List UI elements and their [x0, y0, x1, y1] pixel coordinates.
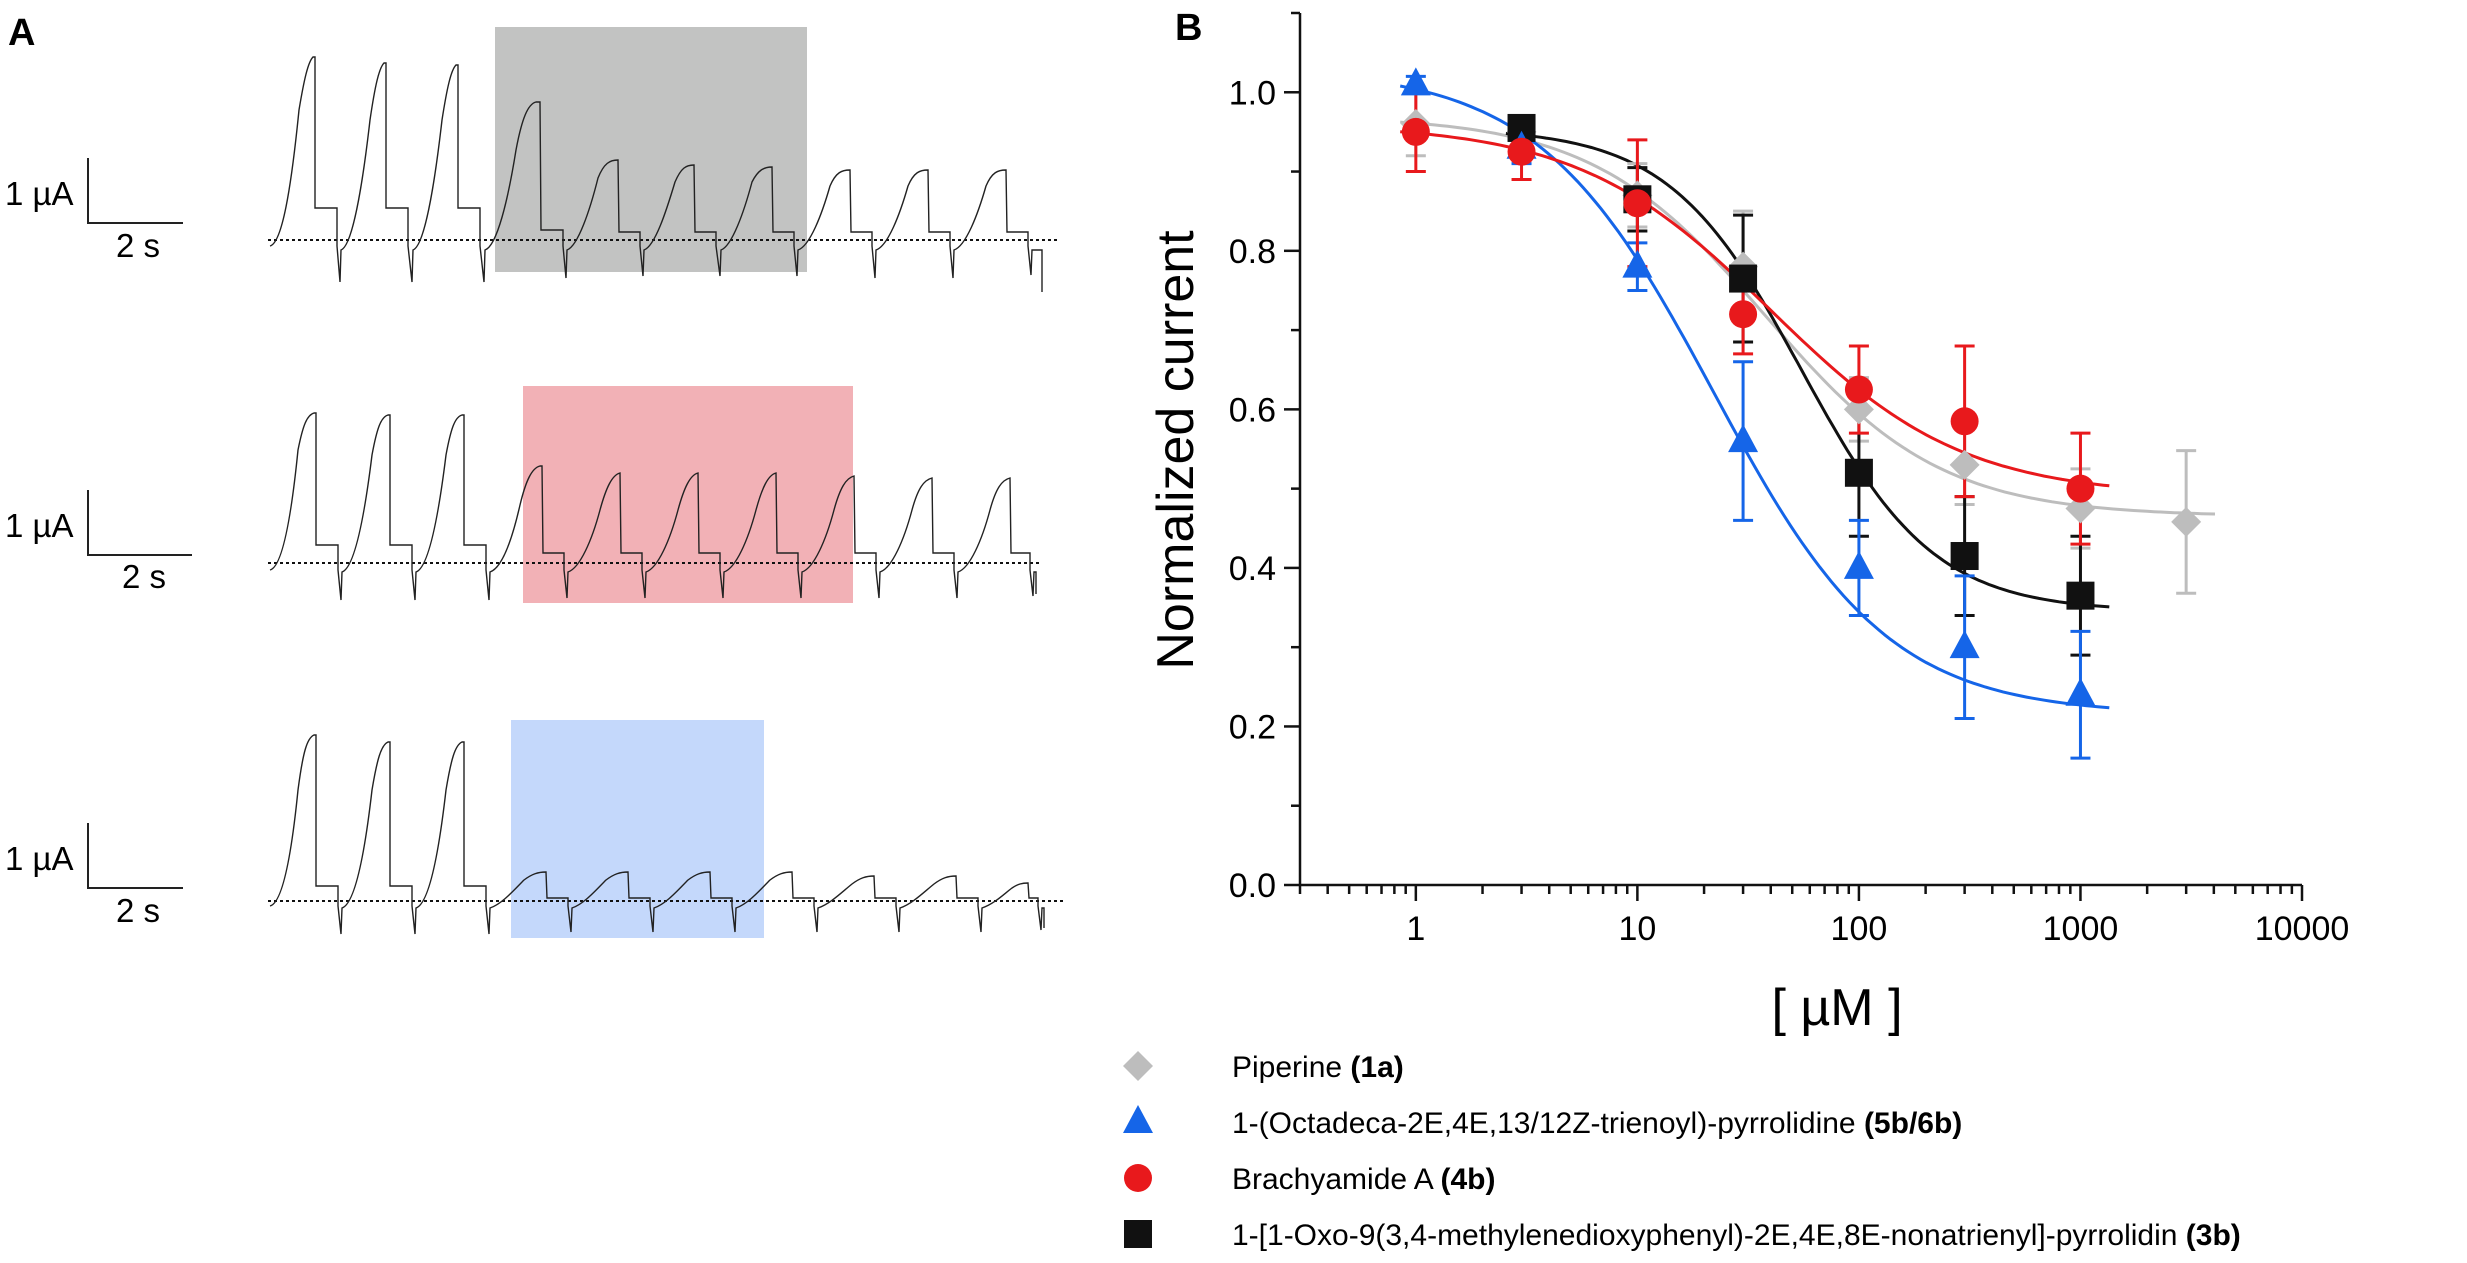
y-tick-label: 0.4: [1229, 550, 1276, 588]
legend-marker-square: [1124, 1220, 1152, 1248]
scale-time-label-1: 2 s: [116, 227, 160, 264]
legend-marker-circle: [1124, 1164, 1152, 1192]
data-point-triangle: [1728, 424, 1759, 453]
x-tick-label: 10: [1618, 910, 1656, 948]
y-tick-label: 1.0: [1229, 74, 1276, 112]
scale-bar-2: [87, 490, 192, 556]
y-axis-title: Normalized current: [1147, 230, 1205, 670]
legend-entry-triangle: 1-(Octadeca-2E,4E,13/12Z-trienoyl)-pyrro…: [1123, 1105, 1962, 1140]
scale-current-label-2: 1 µA: [5, 507, 74, 544]
error-bars: [1405, 74, 2197, 760]
scale-current-label-3: 1 µA: [5, 840, 74, 877]
x-tick-label: 10000: [2255, 910, 2350, 948]
scale-time-label-3: 2 s: [116, 892, 160, 929]
legend-entry-diamond: Piperine (1a): [1123, 1051, 1404, 1084]
data-point-triangle: [1622, 249, 1653, 278]
current-trace-1: [269, 56, 1043, 292]
data-point-circle: [1950, 407, 1979, 436]
data-markers: [1400, 67, 2202, 706]
panel-b-letter: B: [1175, 7, 1202, 49]
scale-bar-1: [87, 158, 183, 224]
data-point-circle: [1844, 375, 1873, 404]
plot-axes: [1284, 11, 2304, 901]
data-point-circle: [1729, 300, 1758, 329]
data-point-circle: [1401, 117, 1430, 146]
legend-label: 1-[1-Oxo-9(3,4-methylenedioxyphenyl)-2E,…: [1232, 1219, 2241, 1252]
data-point-square: [1950, 542, 1979, 571]
legend: Piperine (1a) 1-(Octadeca-2E,4E,13/12Z-tr…: [1123, 1051, 2241, 1252]
scale-time-label-2: 2 s: [122, 558, 166, 595]
data-point-square: [1729, 264, 1758, 293]
current-trace-3: [269, 734, 1045, 935]
y-tick-label: 0.8: [1229, 233, 1276, 271]
y-tick-labels: 0.0 0.2 0.4 0.6 0.8 1.0: [1229, 74, 1276, 905]
x-tick-label: 1000: [2043, 910, 2119, 948]
data-point-circle: [1507, 137, 1536, 166]
legend-label: 1-(Octadeca-2E,4E,13/12Z-trienoyl)-pyrro…: [1232, 1107, 1962, 1140]
scale-bar-3: [87, 823, 183, 889]
current-trace-2: [269, 412, 1037, 601]
y-tick-label: 0.6: [1229, 391, 1276, 429]
fit-curve-triangle: [1399, 84, 2110, 710]
x-axis-title: [ µM ]: [1771, 979, 1902, 1037]
data-point-diamond: [2065, 493, 2096, 524]
application-block-2: [523, 386, 853, 603]
data-point-circle: [1623, 189, 1652, 218]
legend-label: Piperine (1a): [1232, 1051, 1404, 1084]
data-point-diamond: [1949, 449, 1980, 480]
data-point-triangle: [1843, 550, 1874, 579]
data-point-triangle: [1949, 630, 1980, 659]
data-point-square: [2066, 581, 2095, 610]
x-tick-label: 100: [1831, 910, 1888, 948]
legend-marker-diamond: [1123, 1051, 1153, 1081]
x-tick-labels: 1 10 100 1000 10000: [1406, 910, 2349, 948]
legend-label: Brachyamide A (4b): [1232, 1163, 1495, 1196]
x-tick-label: 1: [1406, 910, 1425, 948]
application-block-3: [511, 720, 764, 938]
data-point-triangle: [1400, 67, 1431, 96]
data-point-diamond: [1843, 394, 1874, 425]
data-point-triangle: [2065, 677, 2096, 706]
legend-entry-circle: Brachyamide A (4b): [1124, 1163, 1495, 1196]
data-point-square: [1844, 458, 1873, 487]
data-point-diamond: [2171, 506, 2202, 537]
application-block-1: [495, 27, 807, 272]
scale-current-label-1: 1 µA: [5, 175, 74, 212]
fit-curve-square: [1505, 132, 2110, 609]
panel-a-letter: A: [8, 12, 35, 54]
y-tick-label: 0.0: [1229, 867, 1276, 905]
y-tick-label: 0.2: [1229, 708, 1276, 746]
legend-entry-square: 1-[1-Oxo-9(3,4-methylenedioxyphenyl)-2E,…: [1124, 1219, 2241, 1252]
data-point-circle: [2066, 474, 2095, 503]
legend-marker-triangle: [1123, 1105, 1153, 1133]
